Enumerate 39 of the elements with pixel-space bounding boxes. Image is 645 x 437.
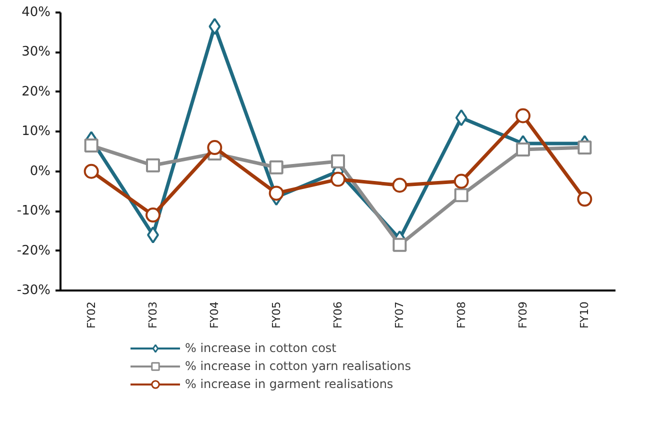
point — [578, 140, 592, 155]
point — [455, 109, 468, 126]
point — [146, 158, 160, 172]
x-tick-label: FY10 — [578, 301, 592, 329]
x-tick-label: FY08 — [454, 301, 468, 329]
y-tick-label: -10% — [16, 204, 51, 219]
point — [84, 164, 99, 179]
x-tick-label: FY02 — [84, 301, 98, 329]
x-tick-label: FY09 — [516, 301, 530, 329]
y-tick-label: 0% — [30, 164, 50, 179]
point — [454, 174, 469, 189]
point — [146, 208, 160, 223]
point — [84, 138, 98, 153]
x-tick-label: FY03 — [146, 301, 160, 329]
point — [516, 142, 530, 157]
y-tick-label: 20% — [22, 84, 51, 100]
y-tick-label: 30% — [22, 44, 51, 60]
point — [207, 140, 222, 156]
point — [392, 178, 408, 193]
point — [454, 188, 468, 202]
y-tick-label: -30% — [16, 283, 51, 298]
point — [268, 186, 284, 201]
x-tick-label: FY05 — [270, 301, 283, 329]
legend-label: % increase in garment realisations — [185, 376, 394, 393]
y-tick-label: 10% — [22, 124, 51, 140]
legend-label: % increase in cotton cost — [185, 340, 336, 357]
point — [330, 172, 346, 187]
point — [516, 108, 530, 124]
y-tick-label: -20% — [16, 243, 51, 258]
legend-label: % increase in cotton yarn realisations — [185, 358, 411, 375]
point — [208, 18, 221, 35]
point — [577, 192, 592, 207]
x-tick-label: FY04 — [208, 301, 222, 329]
point — [392, 238, 407, 252]
point — [331, 154, 345, 168]
x-tick-label: FY07 — [393, 301, 406, 329]
x-tick-label: FY06 — [332, 301, 344, 329]
point — [269, 160, 284, 174]
y-tick-label: 40% — [22, 5, 51, 20]
